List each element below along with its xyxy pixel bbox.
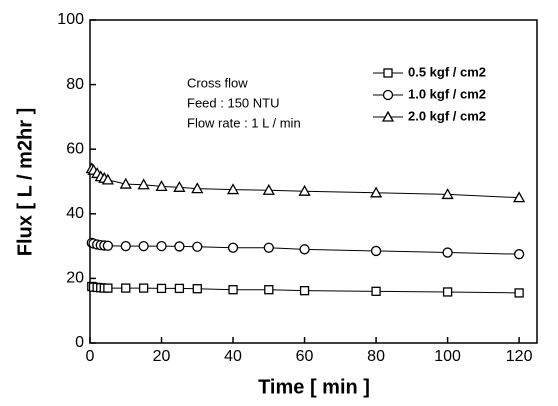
- annotation: Cross flow: [187, 75, 248, 90]
- plot-frame: [89, 19, 538, 344]
- marker-circle: [227, 242, 239, 253]
- marker-circle: [370, 245, 382, 257]
- x-tick-label: 120: [506, 348, 533, 365]
- marker-circle: [156, 240, 167, 252]
- marker-circle: [138, 240, 149, 252]
- y-tick-label: 40: [66, 205, 84, 222]
- marker-triangle: [369, 186, 383, 198]
- marker-square: [371, 286, 381, 296]
- legend-label: 2.0 kgf / cm2: [408, 108, 486, 123]
- x-tick-label: 0: [86, 348, 95, 365]
- y-axis-label: Flux [ L / m2hr ]: [14, 108, 36, 257]
- marker-circle: [513, 249, 525, 260]
- y-tick-label: 0: [75, 334, 84, 351]
- marker-circle: [299, 244, 310, 255]
- marker-square: [174, 283, 185, 294]
- marker-circle: [263, 242, 274, 253]
- marker-triangle: [298, 184, 311, 196]
- marker-square: [192, 284, 202, 294]
- marker-triangle: [441, 188, 454, 200]
- marker-circle: [174, 241, 185, 252]
- x-axis-label: Time [ min ]: [258, 376, 370, 398]
- annotation: Flow rate : 1 L / min: [187, 115, 301, 130]
- marker-triangle: [226, 183, 240, 195]
- marker-triangle: [262, 183, 275, 195]
- marker-square: [514, 288, 524, 298]
- marker-square: [156, 283, 167, 294]
- x-tick-label: 60: [296, 348, 314, 365]
- x-tick-label: 20: [153, 348, 171, 365]
- x-tick-label: 40: [224, 348, 242, 365]
- marker-square: [383, 68, 393, 78]
- marker-circle: [442, 247, 453, 258]
- marker-triangle: [173, 180, 186, 192]
- marker-triangle: [513, 191, 526, 203]
- marker-square: [103, 283, 113, 293]
- x-tick-label: 100: [434, 348, 461, 365]
- x-tick-label: 80: [367, 348, 385, 365]
- y-tick-label: 20: [66, 270, 84, 287]
- y-tick-label: 80: [66, 76, 84, 93]
- legend-label: 0.5 kgf / cm2: [408, 64, 486, 79]
- marker-triangle: [137, 178, 150, 190]
- marker-triangle: [119, 177, 132, 189]
- marker-triangle: [155, 180, 168, 191]
- marker-square: [121, 283, 131, 293]
- marker-circle: [102, 240, 114, 251]
- marker-circle: [382, 89, 394, 101]
- marker-circle: [192, 241, 203, 252]
- marker-triangle: [191, 182, 204, 194]
- marker-circle: [120, 240, 131, 252]
- marker-square: [264, 285, 274, 295]
- legend-label: 1.0 kgf / cm2: [408, 86, 486, 101]
- annotation: Feed : 150 NTU: [187, 95, 280, 110]
- marker-triangle: [381, 110, 395, 122]
- y-tick-label: 60: [66, 140, 84, 157]
- marker-square: [299, 286, 310, 296]
- y-tick-label: 100: [57, 11, 84, 28]
- marker-square: [228, 285, 238, 295]
- marker-square: [138, 283, 149, 293]
- marker-triangle: [101, 173, 114, 185]
- marker-square: [442, 287, 453, 297]
